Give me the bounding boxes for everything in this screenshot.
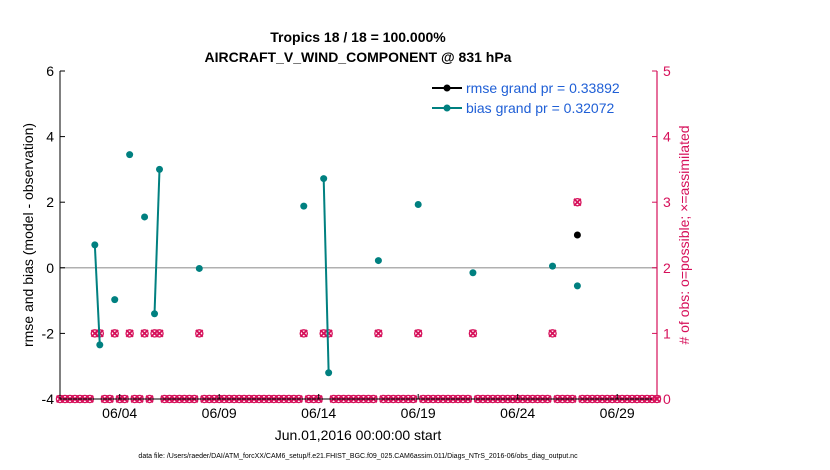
y-left-tick-label: 2 (46, 194, 54, 210)
bias-series-layer (91, 151, 581, 377)
y-left-tick-label: 0 (46, 260, 54, 276)
bias-point (300, 202, 308, 210)
chart-title: Tropics 18 / 18 = 100.000% (270, 29, 446, 45)
bias-point (96, 341, 104, 349)
plot-area (60, 71, 657, 399)
bias-point (325, 369, 333, 377)
obs-assimilated-marker (573, 198, 582, 207)
obs-assimilated-marker (125, 329, 134, 338)
obs-possible-marker (374, 329, 383, 338)
obs-assimilated-marker (324, 329, 333, 338)
y-right-tick-label: 1 (663, 325, 671, 341)
y-left-tick-label: 6 (46, 63, 54, 79)
x-axis-label: Jun.01,2016 00:00:00 start (275, 427, 442, 443)
obs-assimilated-marker (374, 329, 383, 338)
legend-bias-marker (443, 104, 451, 112)
y-right-tick-label: 2 (663, 260, 671, 276)
obs-assimilated-marker (140, 329, 149, 338)
x-tick-label: 06/09 (202, 405, 237, 421)
rmse-series-layer (573, 231, 581, 239)
obs-possible-marker (195, 329, 204, 338)
rmse-point (573, 231, 581, 239)
bias-series-line (93, 244, 101, 345)
y-right-tick-label: 4 (663, 129, 671, 145)
y-axis-right-label: # of obs: o=possible; ×=assimilated (676, 125, 692, 344)
obs-assimilated-marker (468, 329, 477, 338)
y-axis-left-label: rmse and bias (model - observation) (20, 123, 36, 347)
axes-layer: -4 -2 0 2 4 6 0 1 2 3 4 5 06/04 06/09 06/14 06/19 06/24 0… (42, 63, 671, 421)
y-left-tick-label: 4 (46, 129, 54, 145)
x-tick-label: 06/19 (401, 405, 436, 421)
legend-bias-label: bias grand pr = 0.32072 (466, 100, 614, 116)
bias-series-line (153, 169, 161, 314)
obs-assimilated-marker (155, 329, 164, 338)
obs-possible-marker (155, 329, 164, 338)
legend-rmse-label: rmse grand pr = 0.33892 (466, 80, 620, 96)
obs-assimilated-marker (548, 329, 557, 338)
y-right-tick-label: 5 (663, 63, 671, 79)
y-right-tick-label: 3 (663, 194, 671, 210)
obs-possible-marker (150, 329, 159, 338)
bias-point (573, 282, 581, 290)
bias-point (549, 262, 557, 270)
x-tick-label: 06/24 (500, 405, 535, 421)
obs-possible-marker (413, 329, 423, 338)
obs-possible-marker (548, 329, 557, 338)
bias-point (111, 296, 119, 304)
bias-point (320, 175, 328, 183)
bias-point (414, 200, 422, 208)
data-file-footnote: data file: /Users/raeder/DAI/ATM_forcXX/… (138, 453, 578, 460)
x-tick-label: 06/14 (301, 405, 336, 421)
bias-point (141, 213, 149, 221)
bias-point (151, 310, 159, 318)
bias-point (469, 269, 477, 277)
y-left-tick-label: -2 (42, 325, 55, 341)
y-right-tick-label: 0 (663, 391, 671, 407)
plot-background (60, 71, 657, 399)
legend: rmse grand pr = 0.33892 bias grand pr = … (432, 80, 620, 116)
obs-possible-marker (299, 329, 309, 338)
obs-assimilated-marker (299, 329, 308, 338)
obs-assimilated-marker (414, 329, 423, 338)
bias-point (126, 151, 134, 159)
x-tick-label: 06/29 (600, 405, 635, 421)
obs-assimilated-marker (195, 329, 204, 338)
bias-point (195, 264, 203, 272)
x-tick-label: 06/04 (102, 405, 137, 421)
bias-point (91, 241, 99, 249)
obs-assimilated-marker (110, 329, 119, 338)
obs-possible-marker (110, 329, 119, 338)
legend-rmse-marker (443, 84, 451, 92)
obs-possible-marker (140, 329, 149, 338)
y-left-tick-label: -4 (42, 391, 55, 407)
bias-point (156, 165, 163, 173)
obs-possible-marker (125, 329, 134, 338)
bias-point (374, 257, 382, 265)
obs-possible-marker (468, 329, 478, 338)
chart-subtitle: AIRCRAFT_V_WIND_COMPONENT @ 831 hPa (205, 49, 512, 65)
obs-possible-marker (573, 197, 582, 207)
bias-series-line (322, 178, 330, 373)
